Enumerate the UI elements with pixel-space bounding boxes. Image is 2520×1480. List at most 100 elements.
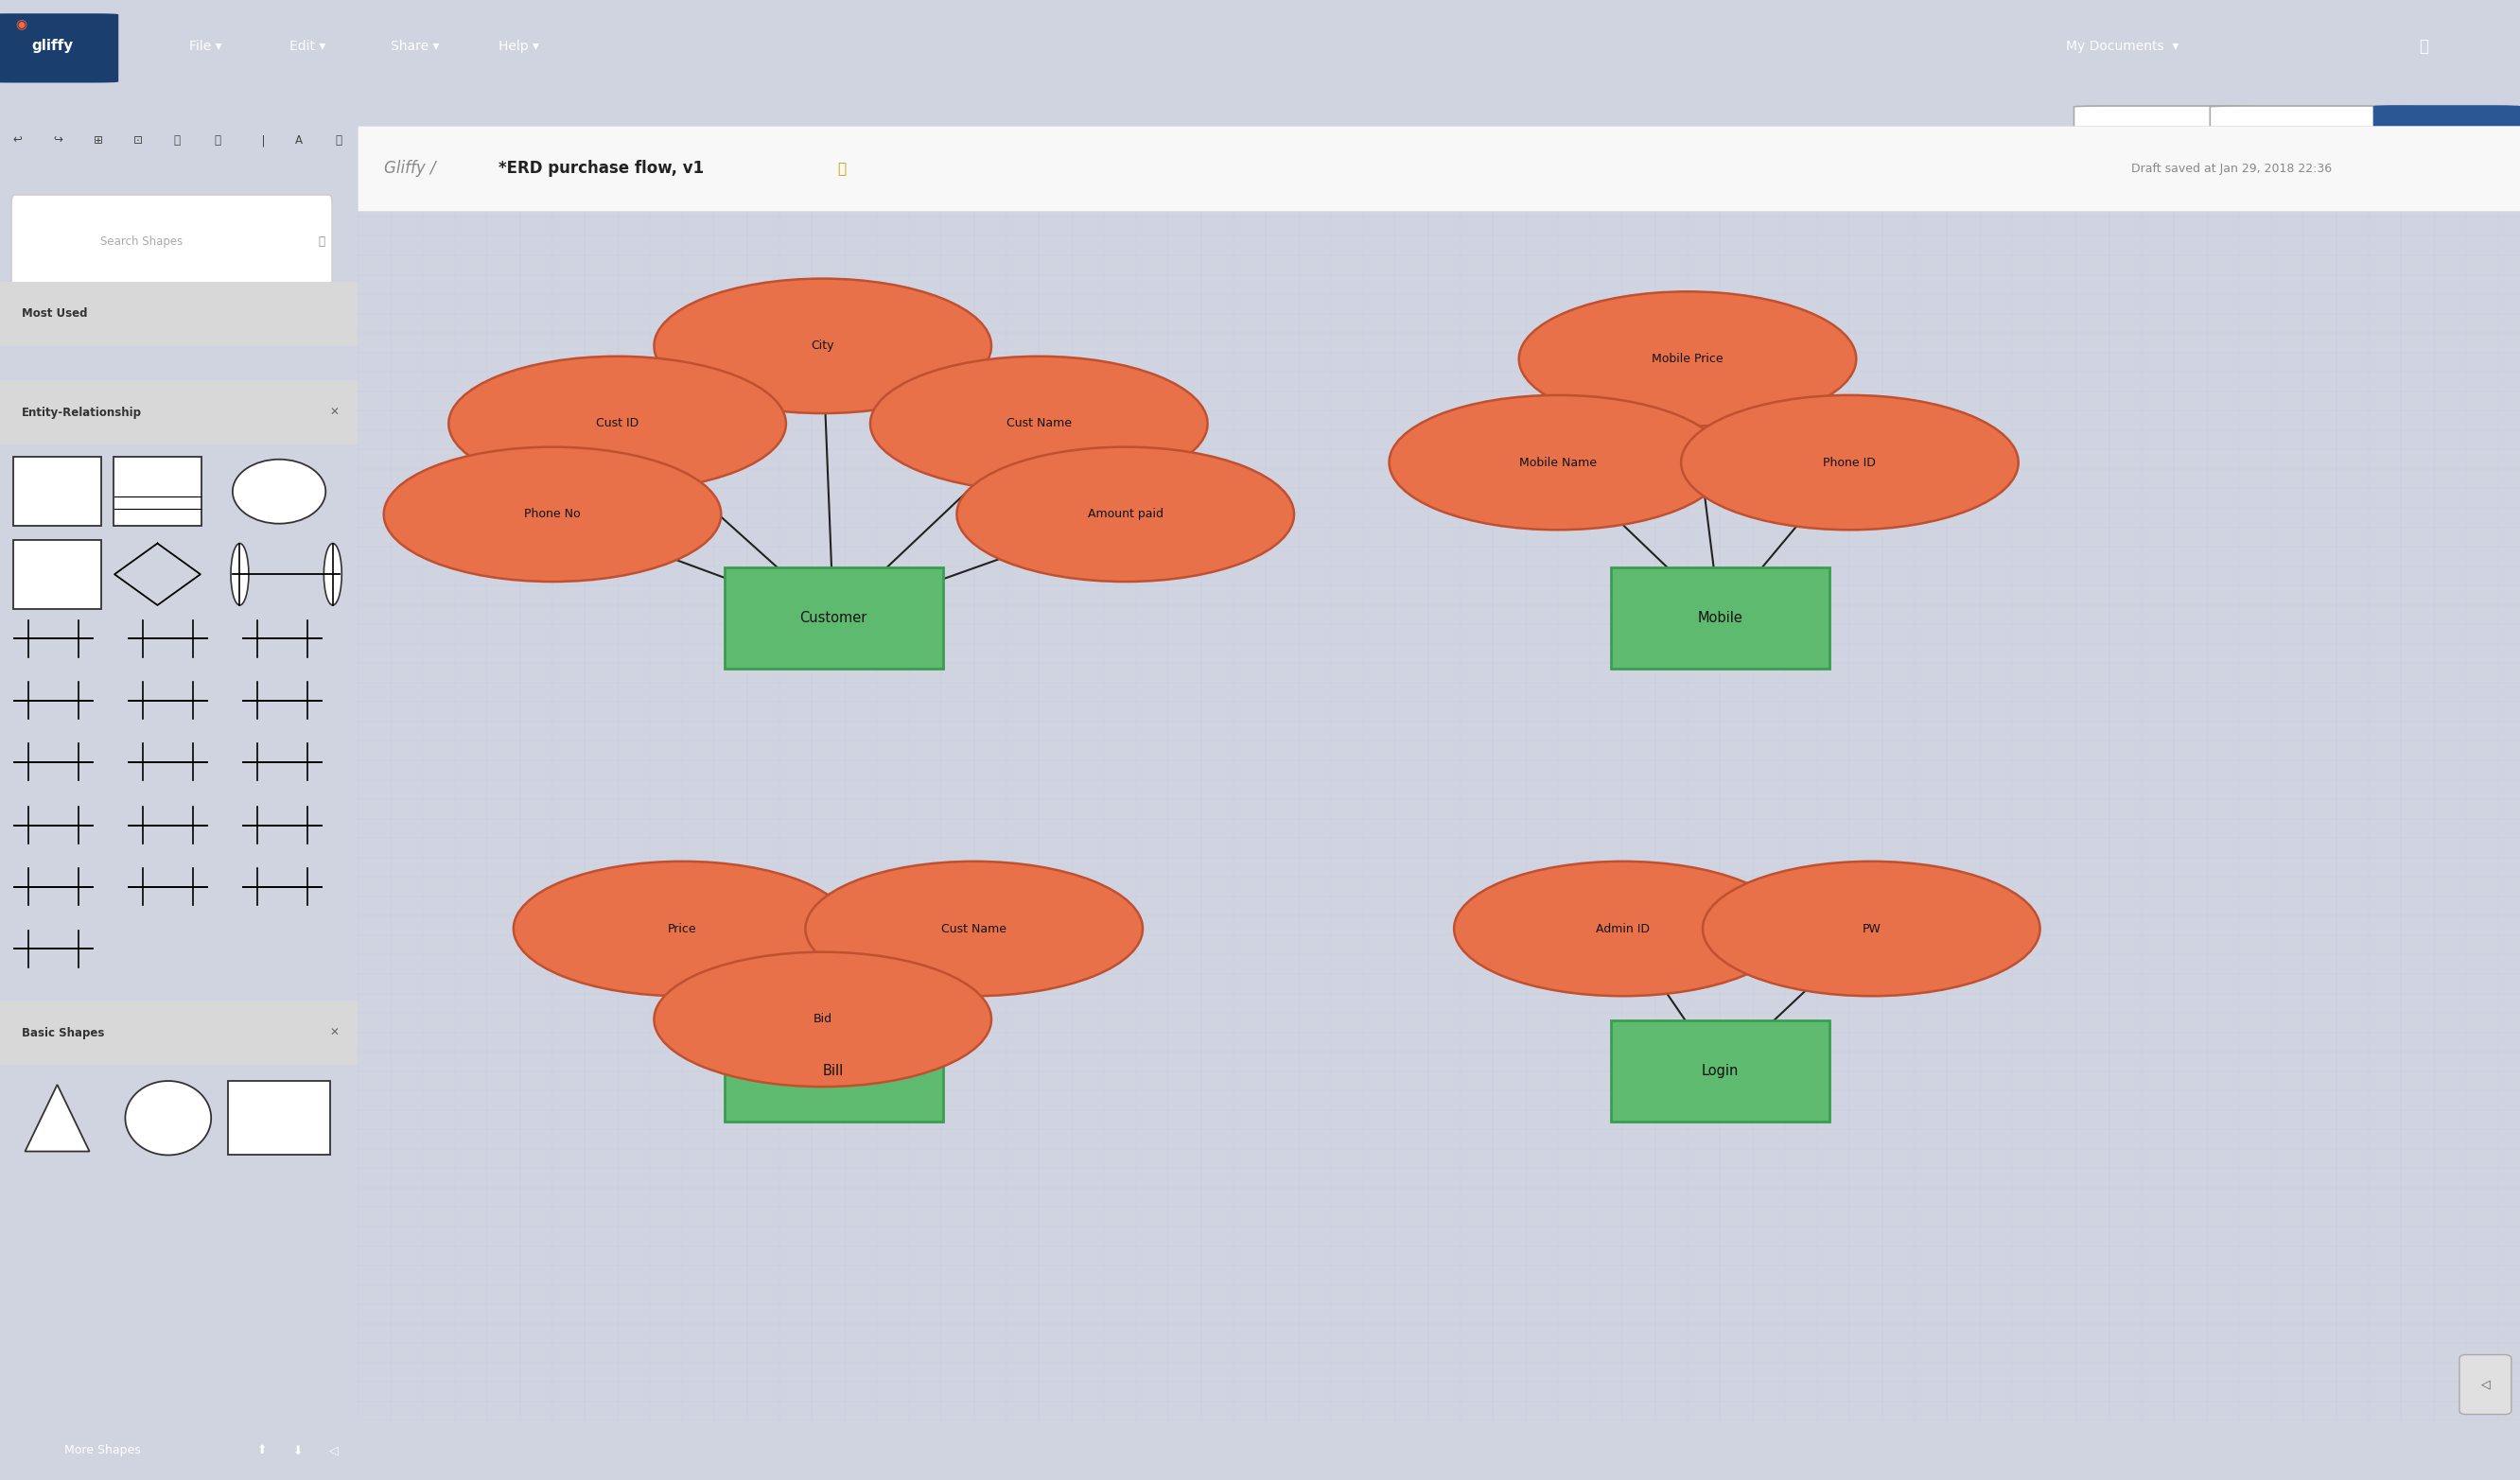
Text: ⊞: ⊞ (779, 135, 789, 147)
Text: Cust Name: Cust Name (942, 922, 1005, 935)
FancyBboxPatch shape (13, 540, 101, 608)
Text: ⧈: ⧈ (174, 135, 181, 147)
Text: *ERD purchase flow, v1: *ERD purchase flow, v1 (499, 160, 703, 178)
Text: 🔍: 🔍 (318, 235, 325, 249)
Text: ⬡: ⬡ (900, 135, 910, 147)
FancyBboxPatch shape (723, 1021, 942, 1122)
Text: PW: PW (1862, 922, 1880, 935)
Ellipse shape (655, 952, 990, 1086)
FancyBboxPatch shape (227, 1080, 330, 1154)
FancyBboxPatch shape (2074, 107, 2255, 175)
Text: 👤: 👤 (2419, 37, 2429, 55)
FancyBboxPatch shape (113, 457, 202, 525)
Text: Admin ID: Admin ID (1595, 922, 1651, 935)
Text: |: | (698, 135, 716, 147)
Ellipse shape (514, 861, 852, 996)
Text: ⊕: ⊕ (617, 135, 627, 147)
Ellipse shape (1704, 861, 2041, 996)
Text: ⊞: ⊞ (93, 135, 103, 147)
Text: Login: Login (1701, 1064, 1739, 1079)
Text: File ▾: File ▾ (189, 40, 222, 53)
Polygon shape (25, 1085, 91, 1151)
Circle shape (325, 543, 343, 605)
Ellipse shape (383, 447, 721, 582)
Text: Phone No: Phone No (524, 508, 580, 521)
Text: ⧉: ⧉ (214, 135, 222, 147)
Text: ✕: ✕ (330, 406, 338, 419)
Text: ⊖: ⊖ (658, 135, 668, 147)
Text: Bid: Bid (814, 1014, 832, 1026)
Text: ◁: ◁ (2480, 1378, 2490, 1391)
Text: Draft saved at Jan 29, 2018 22:36: Draft saved at Jan 29, 2018 22:36 (2132, 163, 2331, 175)
Text: ↗  Share: ↗ Share (2139, 133, 2190, 145)
Text: Mobile: Mobile (1698, 611, 1744, 625)
FancyBboxPatch shape (0, 13, 118, 83)
Text: ◁: ◁ (330, 1444, 338, 1456)
FancyBboxPatch shape (1610, 1021, 1830, 1122)
Text: ✕: ✕ (330, 1027, 338, 1039)
Text: Entity-Relationship: Entity-Relationship (23, 406, 141, 419)
Text: |: | (255, 135, 272, 147)
FancyBboxPatch shape (13, 195, 333, 289)
Text: ⬇: ⬇ (292, 1444, 302, 1456)
Text: Share ▾: Share ▾ (391, 40, 438, 53)
Text: Mobile Price: Mobile Price (1651, 352, 1724, 366)
Text: Save: Save (2432, 133, 2462, 145)
Ellipse shape (869, 357, 1207, 491)
FancyBboxPatch shape (723, 567, 942, 669)
Text: Bill: Bill (824, 1064, 844, 1079)
Text: Edit ▾: Edit ▾ (290, 40, 325, 53)
Text: 75%: 75% (577, 135, 612, 147)
Text: Mobile Name: Mobile Name (1520, 456, 1598, 469)
Ellipse shape (1389, 395, 1726, 530)
Text: Help ▾: Help ▾ (499, 40, 539, 53)
FancyBboxPatch shape (13, 457, 101, 525)
FancyBboxPatch shape (2374, 107, 2520, 175)
Text: ⬛: ⬛ (859, 135, 867, 147)
Text: ↪: ↪ (53, 135, 63, 147)
Text: Customer: Customer (799, 611, 867, 625)
Text: A: A (295, 135, 302, 147)
Ellipse shape (655, 278, 990, 413)
Text: City: City (811, 340, 834, 352)
FancyBboxPatch shape (2210, 107, 2417, 175)
Ellipse shape (1454, 861, 1792, 996)
Text: Gliffy /: Gliffy / (383, 160, 441, 178)
Text: Search Shapes: Search Shapes (101, 235, 184, 249)
Text: Cust ID: Cust ID (595, 417, 638, 429)
Ellipse shape (1520, 292, 1857, 426)
Ellipse shape (449, 357, 786, 491)
Text: ✋: ✋ (537, 135, 544, 147)
Circle shape (232, 543, 249, 605)
Text: Cust Name: Cust Name (1005, 417, 1071, 429)
Bar (0, 281, 358, 346)
Bar (0, 380, 358, 444)
Text: Basic Shapes: Basic Shapes (23, 1027, 103, 1039)
Text: gliffy: gliffy (33, 38, 73, 53)
Text: More Shapes: More Shapes (66, 1444, 141, 1456)
Text: ╱: ╱ (456, 135, 464, 147)
Ellipse shape (232, 459, 325, 524)
Text: 🔒: 🔒 (837, 161, 847, 176)
Text: ⬆: ⬆ (257, 1444, 267, 1456)
FancyBboxPatch shape (2460, 1354, 2512, 1415)
Text: ↖: ↖ (496, 135, 509, 147)
Text: My Documents  ▾: My Documents ▾ (2066, 40, 2180, 53)
Text: Amount paid: Amount paid (1089, 508, 1164, 521)
Text: 💬  Comments: 💬 Comments (2273, 133, 2354, 145)
Text: ⌐: ⌐ (416, 135, 428, 147)
Text: ⬭: ⬭ (335, 135, 343, 147)
Ellipse shape (806, 861, 1142, 996)
Ellipse shape (958, 447, 1295, 582)
Text: Most Used: Most Used (23, 308, 88, 320)
Text: Phone ID: Phone ID (1824, 456, 1877, 469)
Text: ◉: ◉ (15, 18, 28, 31)
Bar (0, 1000, 358, 1066)
Ellipse shape (126, 1080, 212, 1154)
Text: ⋮: ⋮ (819, 135, 829, 147)
FancyBboxPatch shape (1610, 567, 1830, 669)
Text: Price: Price (668, 922, 696, 935)
Text: ↩: ↩ (13, 135, 23, 147)
Text: +: + (738, 135, 748, 147)
Text: ⊡: ⊡ (134, 135, 144, 147)
